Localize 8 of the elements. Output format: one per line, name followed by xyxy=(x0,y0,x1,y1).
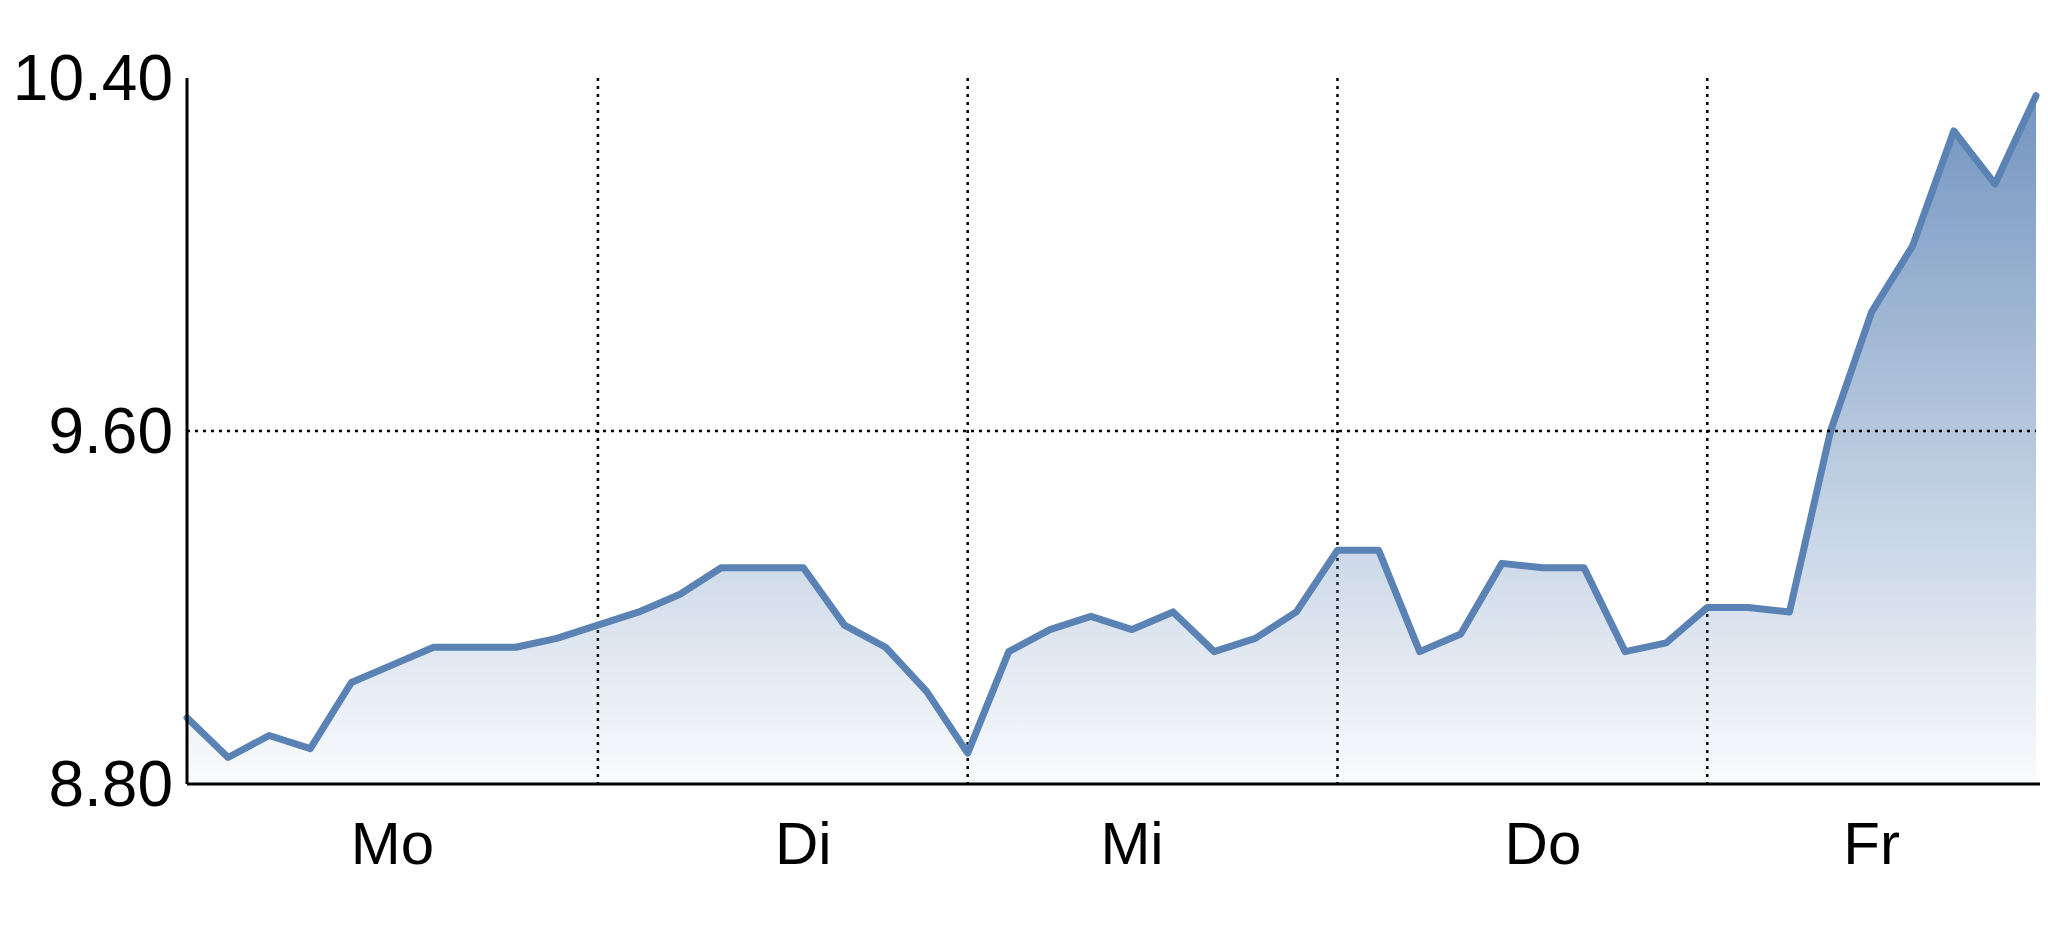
y-tick-label: 9.60 xyxy=(48,395,173,468)
x-tick-label: Di xyxy=(775,810,832,877)
x-tick-label: Do xyxy=(1504,810,1582,877)
y-tick-label: 8.80 xyxy=(48,748,173,821)
x-tick-label: Mo xyxy=(350,810,435,877)
x-tick-label: Fr xyxy=(1843,810,1900,877)
y-tick-label: 10.40 xyxy=(12,42,173,115)
x-tick-label: Mi xyxy=(1100,810,1164,877)
